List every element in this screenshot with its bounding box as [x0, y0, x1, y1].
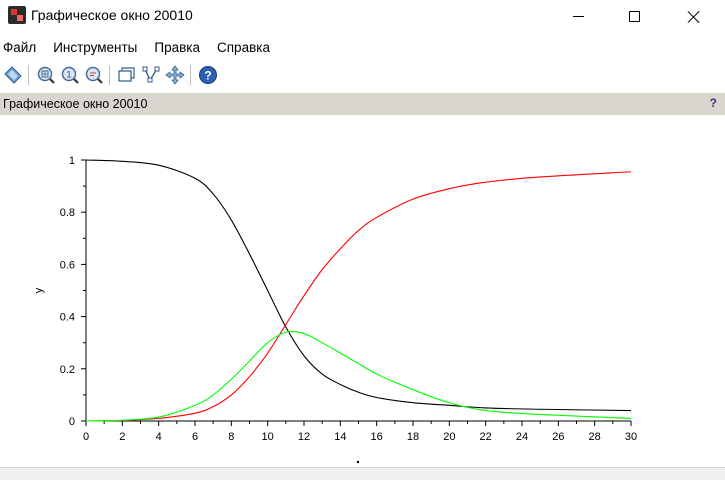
series-line-1 [85, 159, 632, 412]
menu-help[interactable]: Справка [217, 39, 270, 55]
x-tick-label: 6 [192, 431, 198, 443]
x-tick-label: 4 [156, 431, 162, 443]
zoom-original-button[interactable]: 1 [59, 64, 81, 86]
rotate-icon [4, 66, 22, 84]
x-tick-label: 0 [83, 431, 89, 443]
pan-button[interactable] [164, 64, 186, 86]
help-button[interactable]: ? [197, 64, 219, 86]
x-axis-label-marker [356, 460, 360, 464]
y-tick-label: 0.8 [60, 207, 75, 219]
plot-area[interactable]: 0 2 4 6 8 10 12 14 16 18 20 22 24 26 28 30 0 0.2 0.4 0.6 0.8… [0, 117, 725, 467]
zoom-icon [85, 66, 103, 84]
panel-title: Графическое окно 20010 [3, 97, 148, 111]
maximize-icon [628, 11, 640, 22]
y-axis-label: y [33, 287, 45, 293]
maximize-button[interactable] [611, 0, 657, 33]
x-tick-label: 20 [443, 431, 455, 443]
y-tick-label: 0.6 [60, 259, 75, 271]
toolbar: 1 [0, 60, 725, 90]
pan-icon [165, 65, 185, 85]
close-button[interactable] [671, 0, 717, 33]
menu-tools[interactable]: Инструменты [53, 39, 138, 55]
series-line-3 [85, 330, 632, 422]
polyline-edit-button[interactable] [140, 64, 162, 86]
y-tick-label: 0 [69, 416, 75, 428]
minimize-button[interactable] [555, 0, 601, 33]
polyline-edit-icon [142, 66, 160, 83]
zoom-in-icon [37, 66, 55, 84]
minimize-icon [572, 16, 584, 17]
menu-bar: Файл Инструменты Правка Справка [0, 36, 725, 58]
svg-text:?: ? [204, 69, 211, 83]
window-title: Графическое окно 20010 [31, 7, 193, 23]
x-tick-label: 10 [262, 431, 274, 443]
plot-canvas[interactable]: 0 2 4 6 8 10 12 14 16 18 20 22 24 26 28 3000.20.40.60.8… [0, 117, 725, 467]
toolbar-separator [28, 65, 29, 85]
x-tick-label: 26 [552, 431, 564, 443]
zoom-in-button[interactable] [35, 64, 57, 86]
x-tick-label: 16 [371, 431, 383, 443]
x-tick-label: 12 [298, 431, 310, 443]
datatip-button[interactable] [116, 64, 138, 86]
x-tick-label: 18 [407, 431, 419, 443]
status-bar [0, 467, 725, 480]
x-tick-label: 24 [516, 431, 528, 443]
rotate-button[interactable] [2, 64, 24, 86]
panel-help-button[interactable]: ? [709, 96, 717, 110]
x-tick-label: 30 [625, 431, 637, 443]
zoom-original-icon: 1 [61, 66, 79, 84]
menu-file[interactable]: Файл [3, 39, 37, 55]
close-icon [687, 10, 701, 24]
svg-text:1: 1 [66, 70, 71, 80]
y-tick-label: 0.2 [60, 364, 75, 376]
x-tick-label: 22 [480, 431, 492, 443]
datatip-icon [118, 67, 135, 82]
y-tick-label: 1 [69, 155, 75, 167]
x-tick-label: 14 [334, 431, 346, 443]
series-line-2 [85, 171, 632, 422]
toolbar-separator [190, 65, 191, 85]
x-tick-label: 2 [119, 431, 125, 443]
menu-edit[interactable]: Правка [154, 39, 200, 55]
title-bar[interactable]: Графическое окно 20010 [0, 0, 725, 33]
scilab-figure-icon [8, 6, 26, 24]
x-tick-label: 28 [589, 431, 601, 443]
figure-panel-header: Графическое окно 20010 ? [0, 93, 725, 115]
zoom-button[interactable] [83, 64, 105, 86]
help-icon: ? [199, 66, 217, 84]
x-tick-label: 8 [228, 431, 234, 443]
y-tick-label: 0.4 [60, 312, 75, 324]
toolbar-separator [109, 65, 110, 85]
